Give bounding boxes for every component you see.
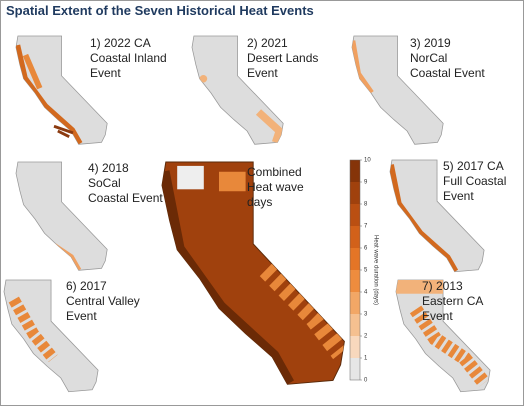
map-6 bbox=[3, 279, 99, 393]
panel-label: 5) 2017 CA bbox=[443, 159, 504, 173]
panel-label: Desert Lands bbox=[247, 51, 318, 65]
colorbar-segment bbox=[350, 270, 360, 292]
colorbar-tick-label: 0 bbox=[364, 378, 368, 384]
panel-label: Event bbox=[422, 309, 453, 323]
panel-label: 6) 2017 bbox=[66, 279, 107, 293]
colorbar-tick-label: 9 bbox=[364, 180, 368, 186]
map-5 bbox=[389, 159, 485, 273]
colorbar-tick-label: 6 bbox=[364, 246, 368, 252]
colorbar-segment bbox=[350, 336, 360, 358]
combined-label: days bbox=[247, 195, 272, 209]
colorbar-tick-label: 7 bbox=[364, 224, 368, 230]
colorbar-tick-label: 10 bbox=[364, 158, 371, 164]
colorbar-segment bbox=[350, 204, 360, 226]
panel-label: Full Coastal bbox=[443, 174, 506, 188]
colorbar-segment bbox=[350, 248, 360, 270]
colorbar-tick-label: 4 bbox=[364, 290, 368, 296]
colorbar-tick-label: 1 bbox=[364, 356, 368, 362]
panel-label: Event bbox=[90, 66, 121, 80]
colorbar-segment bbox=[350, 292, 360, 314]
combined-map bbox=[161, 161, 346, 386]
panel-label: SoCal bbox=[88, 176, 121, 190]
colorbar-tick-label: 8 bbox=[364, 202, 368, 208]
colorbar-segment bbox=[350, 226, 360, 248]
map-7 bbox=[395, 279, 491, 393]
panel-label: Central Valley bbox=[66, 294, 140, 308]
panel-label: NorCal bbox=[410, 51, 447, 65]
panel-label: 4) 2018 bbox=[88, 161, 129, 175]
colorbar-segment bbox=[350, 358, 360, 380]
combined-label: Heat wave bbox=[247, 180, 304, 194]
colorbar-segment bbox=[350, 182, 360, 204]
panel-label: Event bbox=[443, 189, 474, 203]
combined-label: Combined bbox=[247, 165, 302, 179]
panel-label: Coastal Event bbox=[88, 191, 163, 205]
panel-label: Eastern CA bbox=[422, 294, 483, 308]
colorbar-tick-label: 3 bbox=[364, 312, 368, 318]
colorbar-tick-label: 5 bbox=[364, 268, 368, 274]
panel-label: 1) 2022 CA bbox=[90, 36, 151, 50]
panel-label: Coastal Event bbox=[410, 66, 485, 80]
panel-label: 7) 2013 bbox=[422, 279, 463, 293]
panel-label: Coastal Inland bbox=[90, 51, 167, 65]
map-2 bbox=[191, 35, 284, 145]
map-1 bbox=[15, 35, 108, 145]
colorbar-title: Heat wave duration (days) bbox=[372, 235, 378, 305]
panel-label: 2) 2021 bbox=[247, 36, 288, 50]
colorbar-segment bbox=[350, 160, 360, 182]
panel-label: Event bbox=[247, 66, 278, 80]
title: Spatial Extent of the Seven Historical H… bbox=[6, 3, 314, 18]
colorbar-segment bbox=[350, 314, 360, 336]
panel-label: Event bbox=[66, 309, 97, 323]
panel-label: 3) 2019 bbox=[410, 36, 451, 50]
colorbar-tick-label: 2 bbox=[364, 334, 368, 340]
